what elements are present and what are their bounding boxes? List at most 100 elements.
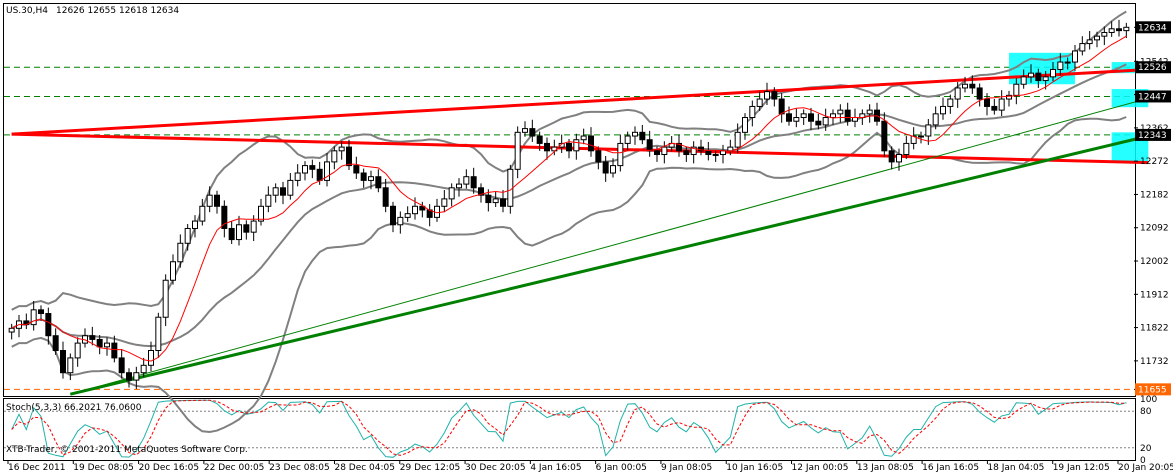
candle-body-139	[1028, 72, 1034, 78]
candle-body-96	[712, 154, 719, 157]
candle-body-82	[610, 165, 616, 174]
candle-body-36	[272, 187, 279, 196]
candle-body-135	[998, 98, 1005, 111]
candle-body-43	[324, 161, 330, 181]
price-badge-3	[1135, 128, 1171, 141]
candle-body-63	[470, 176, 477, 189]
candle-body-104	[771, 91, 778, 100]
candle-body-119	[881, 120, 888, 152]
candle-body-80	[595, 150, 602, 163]
candle-body-21	[162, 279, 169, 318]
x-tick-label-14: 16 Jan 16:05	[922, 463, 979, 473]
candle-body-56	[419, 205, 426, 211]
candle-body-140	[1035, 72, 1042, 82]
candle-body-29	[221, 205, 228, 229]
candle-body-136	[1006, 94, 1012, 100]
ma-line	[11, 35, 1127, 362]
candle-body-3	[30, 309, 37, 326]
candle-body-71	[529, 128, 536, 137]
candle-body-41	[309, 165, 316, 170]
candle-body-87	[646, 139, 653, 152]
candle-body-100	[742, 117, 748, 133]
candle-body-48	[360, 172, 367, 181]
candle-body-143	[1057, 61, 1064, 70]
price-badge-2	[1135, 90, 1171, 103]
candle-body-106	[786, 113, 792, 122]
highlight-box-1	[1111, 62, 1149, 74]
candle-body-72	[536, 135, 543, 144]
candle-body-24	[184, 227, 191, 244]
candle-body-114	[844, 109, 851, 122]
x-tick-label-1: 19 Dec 08:05	[73, 463, 134, 473]
candle-body-6	[52, 335, 59, 352]
candle-body-14	[111, 342, 118, 359]
candle-body-88	[654, 150, 660, 156]
candle-body-110	[815, 120, 822, 126]
time-axis: 16 Dec 2011 19 Dec 08:05 20 Dec 16:05 22 De…	[7, 460, 1173, 473]
candle-body-115	[852, 117, 858, 122]
candle-body-17	[133, 372, 140, 381]
stoch-frame	[3, 398, 1136, 461]
y-tick-label-4: 12272	[1140, 157, 1169, 167]
price-badge-4	[1135, 383, 1171, 396]
candle-body-53	[397, 216, 404, 226]
trendlines	[11, 67, 1149, 396]
y-tick-label-3: 12362	[1140, 124, 1169, 134]
candle-body-7	[60, 350, 66, 374]
candle-body-131	[969, 83, 976, 89]
moving-average	[11, 35, 1127, 362]
candle-body-142	[1050, 68, 1056, 78]
candle-body-117	[866, 109, 873, 115]
candle-body-62	[463, 176, 470, 185]
candle-body-27	[206, 194, 213, 207]
trendline-green-thick	[69, 134, 1149, 396]
x-tick-label-13: 13 Jan 08:05	[857, 463, 914, 473]
candle-body-83	[617, 142, 624, 167]
candle-body-51	[382, 187, 389, 207]
candle-body-138	[1020, 76, 1027, 85]
candle-body-141	[1042, 76, 1049, 82]
x-tick-label-9: 6 Jan 00:05	[596, 463, 647, 473]
candle-body-148	[1094, 35, 1100, 41]
x-tick-label-16: 19 Jan 12:05	[1053, 463, 1110, 473]
candle-body-85	[632, 131, 638, 137]
price-badge-label-4: 11655	[1138, 385, 1167, 395]
candle-body-39	[294, 172, 301, 181]
candle-body-132	[976, 87, 983, 100]
candle-body-122	[903, 142, 910, 156]
candle-body-130	[962, 83, 968, 89]
candle-body-31	[236, 224, 242, 241]
chart-ohlc: 12626 12655 12618 12634	[56, 6, 179, 16]
candle-body-86	[639, 131, 646, 141]
x-tick-label-6: 29 Dec 12:05	[400, 463, 461, 473]
candle-body-134	[991, 105, 998, 111]
stoch-main-line	[11, 399, 1127, 458]
candle-body-150	[1108, 28, 1115, 33]
candle-body-95	[705, 150, 712, 156]
candle-body-66	[492, 198, 499, 204]
candle-body-60	[448, 187, 455, 200]
candle-body-129	[954, 87, 961, 100]
candle-body-64	[478, 187, 484, 196]
candle-body-91	[676, 142, 682, 152]
candle-body-13	[104, 342, 110, 348]
price-badge-0	[1135, 21, 1171, 34]
candle-body-102	[756, 98, 763, 107]
horizontal-levels	[4, 66, 1134, 390]
copyright-text: XTB-Trader, © 2001-2011 MetaQuotes Softw…	[6, 445, 248, 455]
candle-body-0	[8, 327, 15, 333]
candle-body-137	[1013, 83, 1020, 96]
candle-body-81	[602, 161, 609, 174]
candle-body-124	[918, 135, 924, 138]
bollinger-middle	[11, 63, 1127, 348]
candle-body-8	[67, 357, 74, 374]
candle-body-73	[544, 142, 550, 152]
candle-body-19	[148, 350, 154, 366]
price-badge-label-0: 12634	[1138, 23, 1167, 33]
candle-body-120	[888, 150, 895, 163]
candle-body-78	[580, 135, 587, 141]
candle-body-59	[441, 198, 448, 207]
candle-body-23	[177, 242, 184, 263]
candle-body-9	[74, 342, 81, 359]
